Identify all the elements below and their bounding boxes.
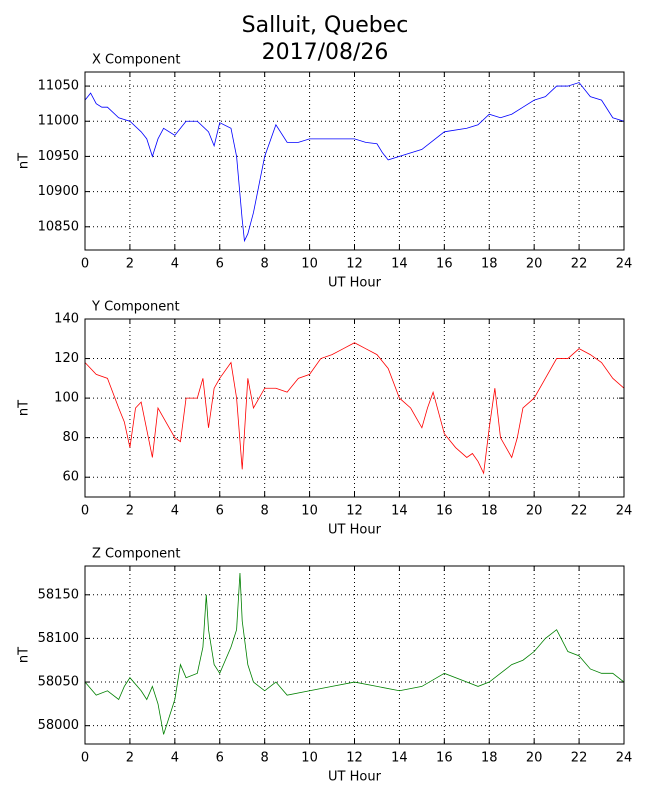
x-tick-label: 4 [171, 504, 179, 519]
y-tick-label: 60 [62, 470, 79, 485]
x-tick-label: 2 [126, 751, 134, 766]
y-tick-label: 11050 [38, 79, 79, 94]
y-tick-label: 10950 [38, 149, 79, 164]
x-tick-label: 24 [616, 504, 633, 519]
x-tick-label: 10 [301, 751, 318, 766]
x-tick-label: 8 [261, 751, 269, 766]
x-tick-label: 12 [346, 257, 363, 272]
x-axis-label: UT Hour [328, 276, 382, 291]
x-tick-label: 16 [436, 504, 453, 519]
x-tick-label: 14 [391, 751, 408, 766]
x-tick-label: 14 [391, 257, 408, 272]
x-tick-label: 22 [571, 504, 588, 519]
y-tick-label: 58100 [38, 631, 79, 646]
plot-frame [84, 565, 625, 745]
x-tick-label: 18 [481, 257, 498, 272]
x-tick-label: 0 [81, 257, 89, 272]
x-tick-label: 10 [301, 257, 318, 272]
data-line [84, 572, 625, 735]
panel-title: Z Component [92, 547, 181, 562]
x-tick-label: 2 [126, 257, 134, 272]
x-tick-label: 18 [481, 751, 498, 766]
panel-title: X Component [92, 53, 181, 68]
x-tick-label: 14 [391, 504, 408, 519]
x-tick-label: 6 [216, 257, 224, 272]
x-tick-label: 24 [616, 257, 633, 272]
y-axis-label: nT [17, 400, 32, 416]
y-tick-label: 10850 [38, 219, 79, 234]
x-tick-label: 12 [346, 751, 363, 766]
y-tick-label: 58050 [38, 675, 79, 690]
plot-frame [84, 318, 625, 498]
y-tick-label: 80 [62, 430, 79, 445]
figure-subtitle: 2017/08/26 [262, 40, 389, 65]
x-tick-label: 8 [261, 504, 269, 519]
x-tick-label: 6 [216, 751, 224, 766]
y-tick-label: 58000 [38, 718, 79, 733]
panel-title: Y Component [91, 300, 180, 315]
x-tick-label: 16 [436, 257, 453, 272]
plot-frame [84, 71, 625, 251]
x-tick-label: 10 [301, 504, 318, 519]
x-tick-label: 20 [526, 504, 543, 519]
x-tick-label: 4 [171, 751, 179, 766]
x-tick-label: 22 [571, 257, 588, 272]
y-tick-label: 120 [54, 351, 79, 366]
x-tick-label: 0 [81, 751, 89, 766]
x-tick-label: 6 [216, 504, 224, 519]
x-tick-label: 8 [261, 257, 269, 272]
data-line [84, 342, 625, 475]
y-tick-label: 100 [54, 391, 79, 406]
y-tick-label: 10900 [38, 184, 79, 199]
x-tick-label: 20 [526, 257, 543, 272]
y-tick-label: 11000 [38, 114, 79, 129]
figure-title: Salluit, Quebec [242, 13, 409, 38]
y-axis-label: nT [17, 647, 32, 663]
x-tick-label: 2 [126, 504, 134, 519]
x-tick-label: 0 [81, 504, 89, 519]
y-axis-label: nT [17, 153, 32, 169]
data-line [84, 82, 625, 243]
x-tick-label: 16 [436, 751, 453, 766]
x-axis-label: UT Hour [328, 523, 382, 538]
x-tick-label: 20 [526, 751, 543, 766]
x-tick-label: 4 [171, 257, 179, 272]
x-tick-label: 18 [481, 504, 498, 519]
x-tick-label: 12 [346, 504, 363, 519]
y-tick-label: 140 [54, 312, 79, 327]
x-axis-label: UT Hour [328, 770, 382, 785]
x-tick-label: 22 [571, 751, 588, 766]
x-tick-label: 24 [616, 751, 633, 766]
y-tick-label: 58150 [38, 587, 79, 602]
